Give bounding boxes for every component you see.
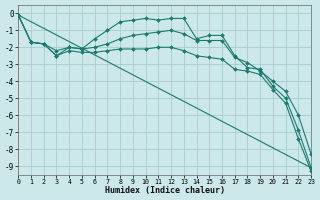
X-axis label: Humidex (Indice chaleur): Humidex (Indice chaleur) <box>105 186 225 195</box>
